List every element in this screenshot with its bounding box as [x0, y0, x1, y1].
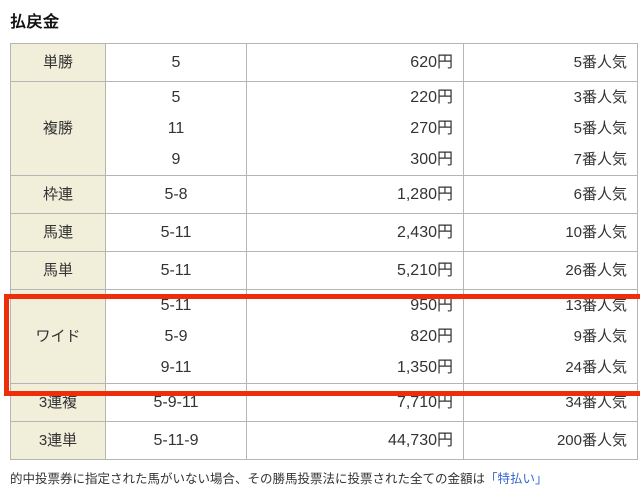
popularity-value: 7番人気 [573, 151, 627, 168]
popularity-value: 10番人気 [565, 224, 627, 241]
bet-type-cell: 3連複 [10, 383, 106, 422]
popularity-value: 26番人気 [565, 262, 627, 279]
footnote-text: 的中投票券に指定された馬がいない場合、その勝馬投票法に投票された全ての金額は [10, 472, 486, 486]
combination-value: 5-11 [160, 297, 192, 314]
payout-value: 1,280円 [396, 186, 453, 203]
combination-cell: 5-8 [105, 175, 247, 214]
combination-value: 5-11 [160, 224, 192, 241]
payout-row-umatan: 馬単 5-11 5,210円 26番人気 [10, 251, 638, 290]
bet-type-cell: 馬単 [10, 251, 106, 290]
popularity-value: 34番人気 [565, 394, 627, 411]
payout-value: 5,210円 [396, 262, 453, 279]
popularity-cell: 6番人気 [463, 175, 638, 214]
combination-value: 5-9-11 [153, 394, 199, 411]
payout-row-sanrentan: 3連単 5-11-9 44,730円 200番人気 [10, 421, 638, 460]
payout-value: 1,350円 [396, 359, 453, 376]
combination-value: 5 [171, 89, 181, 106]
bet-type-cell: 単勝 [10, 43, 106, 82]
popularity-value: 6番人気 [573, 186, 627, 203]
popularity-value: 13番人気 [565, 297, 627, 314]
combination-cell: 5-11 5-9 9-11 [105, 289, 247, 384]
payout-amount-cell: 5,210円 [246, 251, 464, 290]
popularity-cell: 34番人気 [463, 383, 638, 422]
combination-cell: 5-11 [105, 251, 247, 290]
popularity-cell: 13番人気 9番人気 24番人気 [463, 289, 638, 384]
payout-amount-cell: 220円 270円 300円 [246, 81, 464, 176]
payout-row-sanrenpuku: 3連複 5-9-11 7,710円 34番人気 [10, 383, 638, 422]
bet-type-cell: 複勝 [10, 81, 106, 176]
popularity-value: 5番人気 [573, 120, 627, 137]
combination-value: 5-9 [164, 328, 188, 345]
combination-cell: 5-11 [105, 213, 247, 252]
combination-cell: 5-9-11 [105, 383, 247, 422]
popularity-cell: 10番人気 [463, 213, 638, 252]
payout-value: 44,730円 [388, 432, 453, 449]
popularity-value: 3番人気 [573, 89, 627, 106]
combination-value: 11 [167, 120, 185, 137]
combination-value: 5 [171, 54, 181, 71]
payout-table: 単勝 5 620円 5番人気 複勝 5 11 9 220円 270円 300円 3番人気 5番人気 7番人… [10, 43, 638, 460]
bet-type-label: 馬連 [42, 224, 73, 241]
combination-value: 5-11 [160, 262, 192, 279]
payout-value: 7,710円 [396, 394, 453, 411]
bet-type-label: 馬単 [42, 262, 73, 279]
page-title: 払戻金 [10, 14, 60, 31]
bet-type-cell: 馬連 [10, 213, 106, 252]
payout-amount-cell: 7,710円 [246, 383, 464, 422]
payout-amount-cell: 620円 [246, 43, 464, 82]
bet-type-cell: 枠連 [10, 175, 106, 214]
popularity-value: 200番人気 [556, 432, 627, 449]
bet-type-label: 枠連 [42, 186, 73, 203]
payout-amount-cell: 2,430円 [246, 213, 464, 252]
combination-value: 9-11 [160, 359, 192, 376]
bet-type-label: 3連複 [38, 394, 78, 411]
race-payout-page: 払戻金 単勝 5 620円 5番人気 複勝 5 11 9 220円 270円 300円 3番人気 5番人… [0, 8, 640, 486]
payout-row-fukusho: 複勝 5 11 9 220円 270円 300円 3番人気 5番人気 7番人気 [10, 81, 638, 176]
payout-value: 270円 [410, 120, 453, 137]
payout-amount-cell: 1,280円 [246, 175, 464, 214]
bet-type-label: ワイド [35, 328, 81, 345]
bet-type-cell: ワイド [10, 289, 106, 384]
payout-amount-cell: 950円 820円 1,350円 [246, 289, 464, 384]
popularity-value: 24番人気 [565, 359, 627, 376]
popularity-cell: 3番人気 5番人気 7番人気 [463, 81, 638, 176]
combination-cell: 5-11-9 [105, 421, 247, 460]
payout-value: 300円 [410, 151, 453, 168]
popularity-value: 5番人気 [573, 54, 627, 71]
combination-value: 9 [171, 151, 181, 168]
combination-value: 5-8 [164, 186, 188, 203]
payout-row-tansho: 単勝 5 620円 5番人気 [10, 43, 638, 82]
bet-type-label: 単勝 [42, 54, 73, 71]
footnote: 的中投票券に指定された馬がいない場合、その勝馬投票法に投票された全ての金額は「特… [10, 468, 640, 487]
footnote-link[interactable]: 「特払い」 [485, 472, 548, 486]
payout-row-wakuren: 枠連 5-8 1,280円 6番人気 [10, 175, 638, 214]
payout-row-wide: ワイド 5-11 5-9 9-11 950円 820円 1,350円 13番人気 9番人気 24番… [10, 289, 638, 384]
payout-value: 220円 [410, 89, 453, 106]
combination-cell: 5 11 9 [105, 81, 247, 176]
combination-value: 5-11-9 [153, 432, 199, 449]
popularity-value: 9番人気 [573, 328, 627, 345]
payout-value: 2,430円 [396, 224, 453, 241]
bet-type-label: 3連単 [38, 432, 78, 449]
bet-type-label: 複勝 [42, 120, 73, 137]
popularity-cell: 200番人気 [463, 421, 638, 460]
payout-row-umaren: 馬連 5-11 2,430円 10番人気 [10, 213, 638, 252]
popularity-cell: 26番人気 [463, 251, 638, 290]
payout-value: 950円 [410, 297, 453, 314]
bet-type-cell: 3連単 [10, 421, 106, 460]
payout-value: 820円 [410, 328, 453, 345]
combination-cell: 5 [105, 43, 247, 82]
popularity-cell: 5番人気 [463, 43, 638, 82]
payout-value: 620円 [410, 54, 453, 71]
payout-amount-cell: 44,730円 [246, 421, 464, 460]
